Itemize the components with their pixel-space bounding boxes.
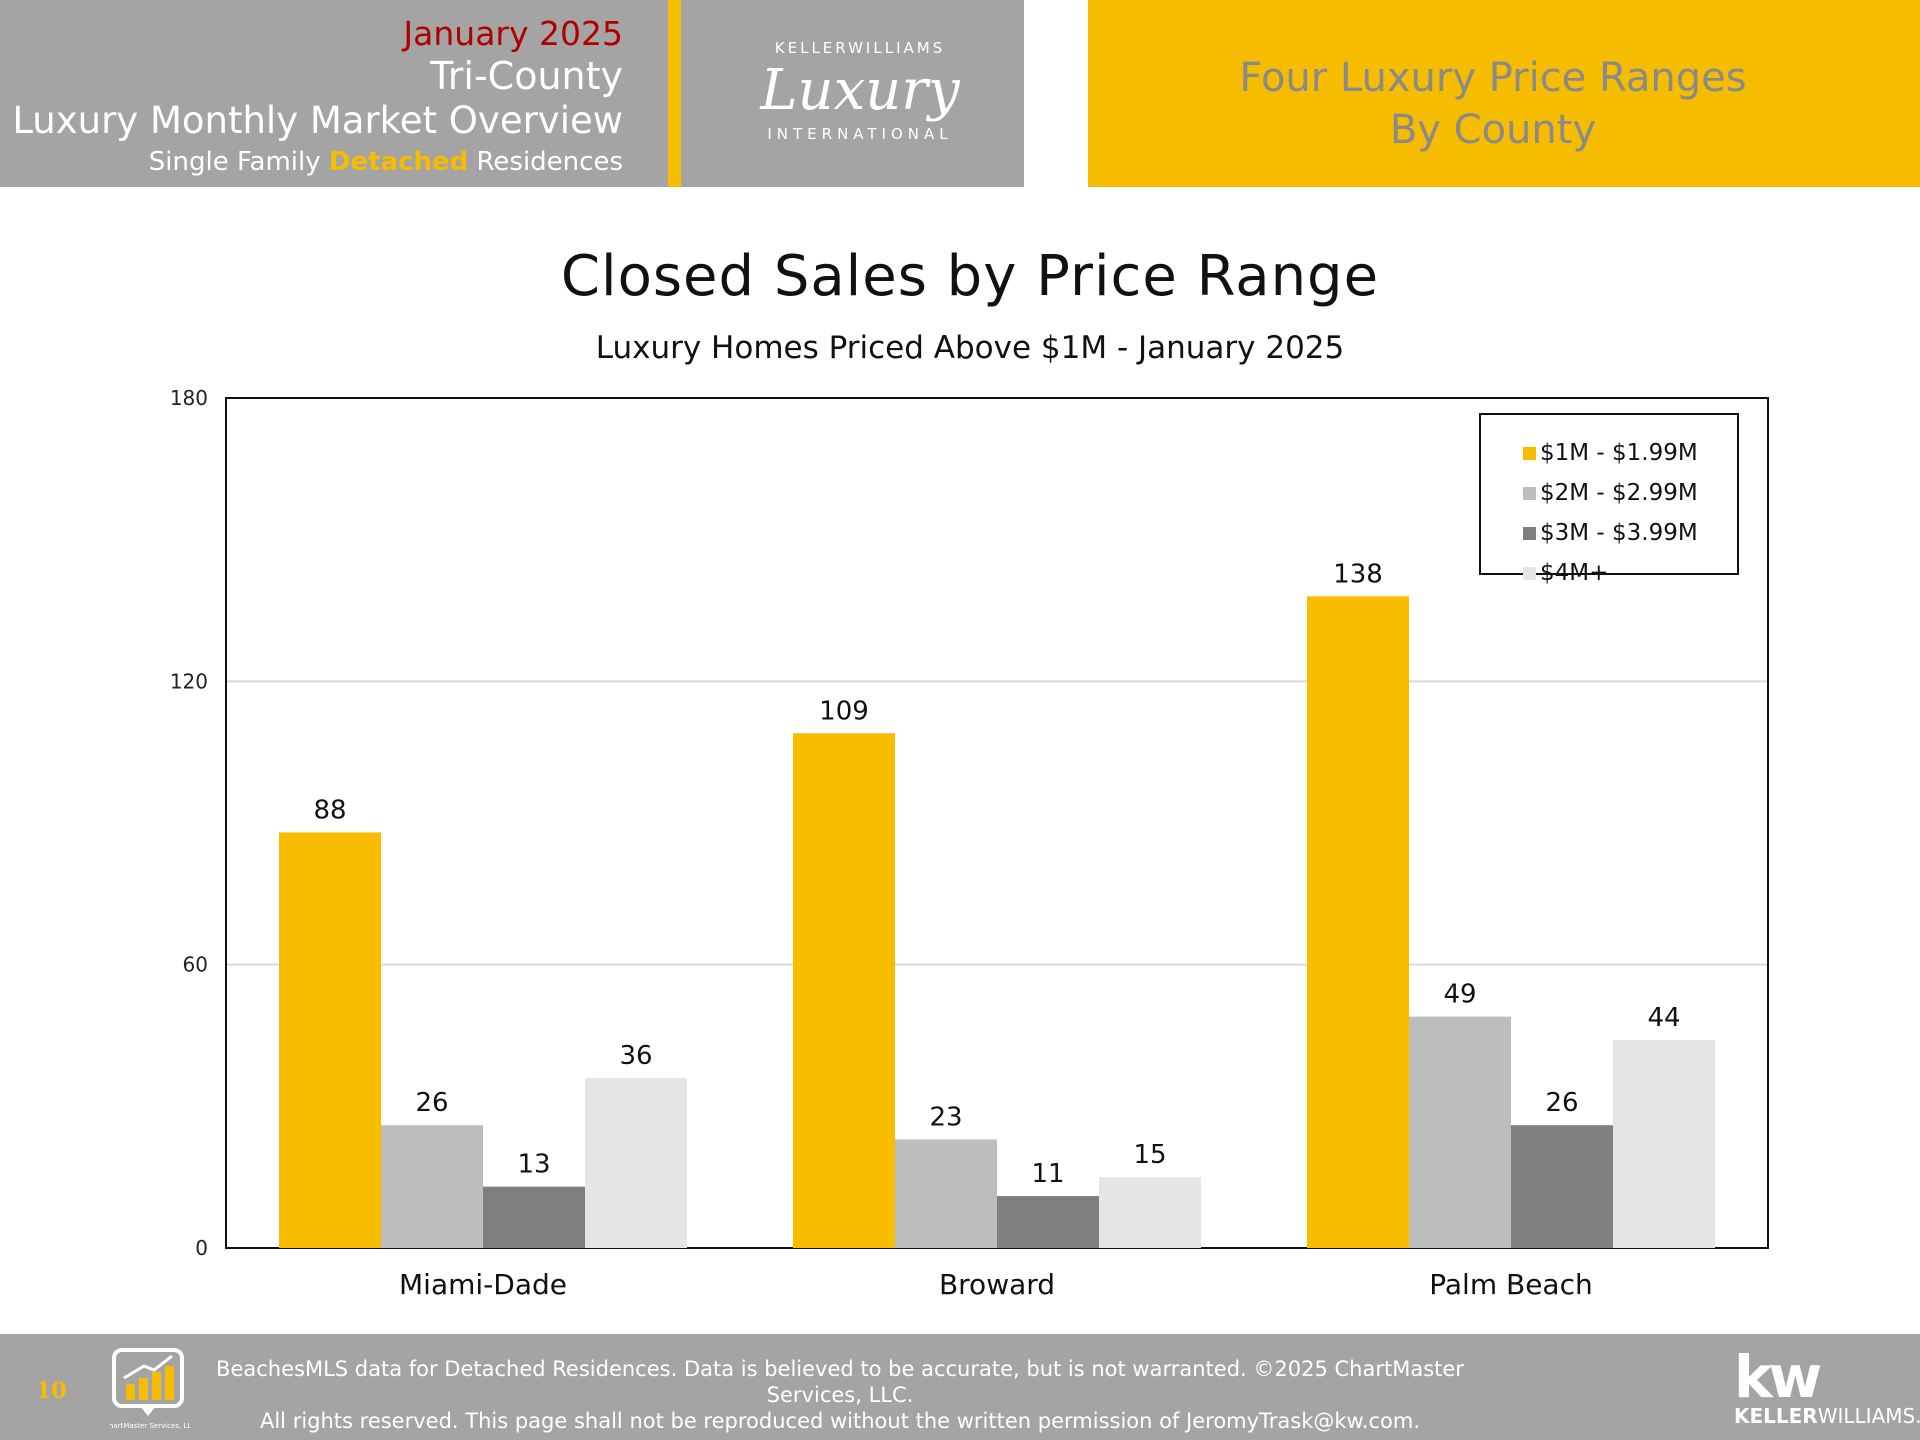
data-label: 26 bbox=[415, 1088, 448, 1118]
bar bbox=[585, 1078, 687, 1248]
bar bbox=[997, 1196, 1099, 1248]
header-right-panel: Four Luxury Price Ranges By County bbox=[1088, 0, 1920, 187]
logo-bottom-text: INTERNATIONAL bbox=[767, 125, 953, 143]
header-month: January 2025 bbox=[403, 14, 623, 53]
x-tick-label: Palm Beach bbox=[1429, 1268, 1592, 1301]
logo-main-text: Luxury bbox=[760, 58, 960, 123]
logo-top-text: KELLERWILLIAMS bbox=[774, 39, 946, 57]
data-label: 23 bbox=[929, 1102, 962, 1132]
bar bbox=[381, 1125, 483, 1248]
bar bbox=[1409, 1016, 1511, 1248]
closed-sales-bar-chart: 0 60 120 180 88 26 13 36 Miami-Dade 109 23 11 15 Brow… bbox=[170, 386, 1769, 1301]
header-subtitle-highlight: Detached bbox=[328, 147, 469, 177]
kw-mark: kw bbox=[1734, 1343, 1822, 1411]
x-tick-label: Miami-Dade bbox=[399, 1268, 567, 1301]
data-label: 49 bbox=[1443, 980, 1476, 1010]
data-label: 44 bbox=[1647, 1003, 1680, 1033]
kw-wordmark: KELLERWILLIAMS. bbox=[1734, 1404, 1920, 1428]
bar bbox=[793, 733, 895, 1248]
chartmaster-logo-icon: ChartMaster Services, LLC bbox=[110, 1348, 190, 1430]
bar bbox=[279, 832, 381, 1248]
y-tick-label: 120 bbox=[170, 669, 208, 693]
legend-swatch bbox=[1523, 567, 1536, 580]
footer-line1: BeachesMLS data for Detached Residences.… bbox=[216, 1357, 1464, 1407]
bar bbox=[483, 1186, 585, 1248]
data-label: 109 bbox=[819, 696, 869, 726]
chart-subtitle: Luxury Homes Priced Above $1M - January … bbox=[595, 330, 1345, 366]
legend-label: $4M+ bbox=[1540, 560, 1608, 586]
header-left-panel: January 2025 Tri-County Luxury Monthly M… bbox=[0, 0, 1024, 187]
header-right-text: Four Luxury Price Ranges By County bbox=[1088, 52, 1898, 156]
header-title: Luxury Monthly Market Overview bbox=[12, 99, 623, 142]
bar bbox=[895, 1139, 997, 1248]
data-label: 11 bbox=[1031, 1159, 1064, 1189]
legend-label: $3M - $3.99M bbox=[1540, 520, 1698, 546]
chart-title: Closed Sales by Price Range bbox=[560, 244, 1380, 309]
data-label: 13 bbox=[517, 1150, 550, 1180]
legend-swatch bbox=[1523, 487, 1536, 500]
legend-label: $2M - $2.99M bbox=[1540, 480, 1698, 506]
kw-luxury-logo: KELLERWILLIAMS Luxury INTERNATIONAL bbox=[700, 38, 1020, 148]
header-text-block: January 2025 Tri-County Luxury Monthly M… bbox=[12, 14, 623, 180]
header-region: Tri-County bbox=[430, 54, 623, 98]
legend-label: $1M - $1.99M bbox=[1540, 440, 1698, 466]
header-right-line1: Four Luxury Price Ranges bbox=[1239, 55, 1747, 101]
chartmaster-logo-text: ChartMaster Services, LLC bbox=[110, 1422, 190, 1430]
footer-disclaimer: BeachesMLS data for Detached Residences.… bbox=[200, 1356, 1480, 1434]
y-tick-label: 0 bbox=[195, 1236, 208, 1260]
footer: 10 ChartMaster Services, LLC BeachesMLS … bbox=[0, 1334, 1920, 1440]
bar bbox=[1613, 1040, 1715, 1248]
footer-line2: All rights reserved. This page shall not… bbox=[259, 1409, 1421, 1433]
legend-swatch bbox=[1523, 447, 1536, 460]
bar bbox=[1099, 1177, 1201, 1248]
kw-word-bold: KELLER bbox=[1734, 1404, 1818, 1428]
header-subtitle-post: Residences bbox=[468, 147, 624, 177]
bar bbox=[1511, 1125, 1613, 1248]
data-label: 26 bbox=[1545, 1088, 1578, 1118]
keller-williams-logo: kw KELLERWILLIAMS. bbox=[1734, 1343, 1920, 1428]
header-right-line2: By County bbox=[1389, 107, 1597, 153]
data-label: 138 bbox=[1333, 559, 1383, 589]
legend-swatch bbox=[1523, 527, 1536, 540]
y-tick-label: 60 bbox=[183, 953, 208, 977]
x-tick-label: Broward bbox=[939, 1268, 1055, 1301]
y-tick-label: 180 bbox=[170, 386, 208, 410]
bar bbox=[1307, 596, 1409, 1248]
header-subtitle-pre: Single Family bbox=[148, 147, 329, 177]
data-label: 15 bbox=[1133, 1140, 1166, 1170]
header-accent-bar bbox=[668, 0, 681, 187]
kw-word-rest: WILLIAMS. bbox=[1817, 1404, 1920, 1428]
header-subtitle: Single Family Detached Residences bbox=[12, 144, 623, 180]
page-number: 10 bbox=[36, 1378, 67, 1404]
data-label: 88 bbox=[313, 795, 346, 825]
data-label: 36 bbox=[619, 1041, 652, 1071]
